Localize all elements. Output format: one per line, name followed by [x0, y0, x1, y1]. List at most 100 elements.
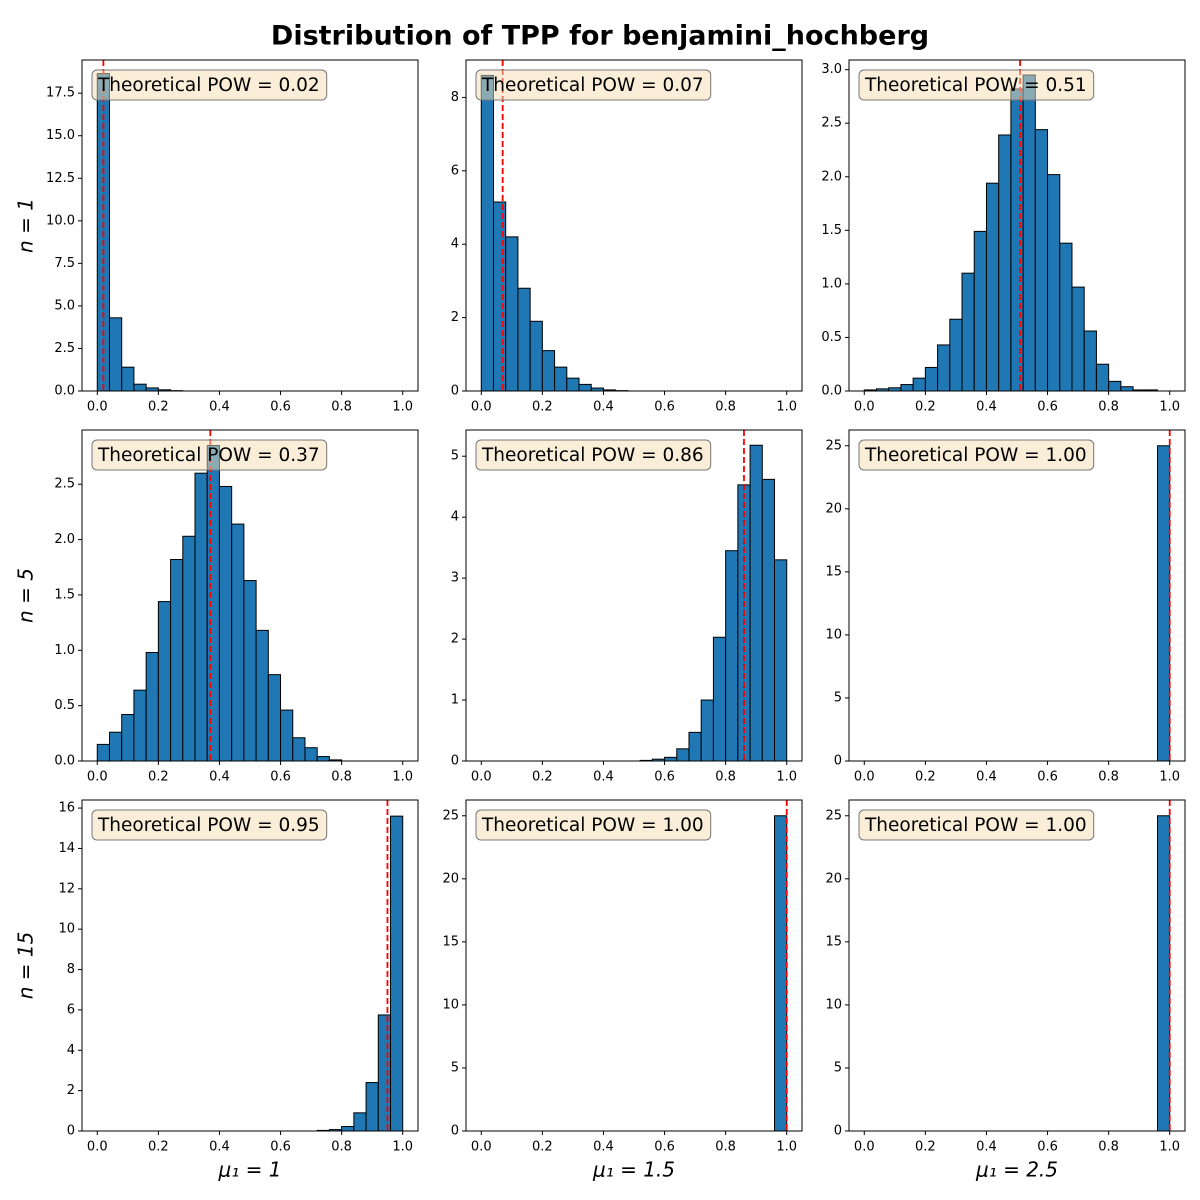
- y-tick-label: 0.0: [54, 754, 75, 769]
- y-tick-label: 10.0: [46, 213, 75, 228]
- bar: [194, 472, 208, 762]
- y-tick-label: 2: [451, 310, 459, 325]
- x-tick-label: 0.8: [715, 770, 736, 785]
- y-tick-label: 2.0: [54, 532, 75, 547]
- y-tick-label: 10: [825, 997, 842, 1012]
- bar: [688, 731, 702, 762]
- bar: [341, 1126, 355, 1132]
- x-tick-label: 1.0: [1159, 1140, 1180, 1155]
- annotation: Theoretical POW = 1.00: [864, 815, 1087, 836]
- y-tick-label: 20: [442, 871, 459, 886]
- y-tick-label: 4: [451, 237, 459, 252]
- bar: [578, 383, 592, 392]
- bar: [541, 350, 556, 392]
- x-tick-label: 0.8: [1098, 770, 1119, 785]
- bar: [1010, 88, 1024, 392]
- bar: [712, 636, 727, 762]
- x-tick-label: 0.0: [87, 1140, 108, 1155]
- bar: [664, 756, 678, 762]
- x-tick-label: 0.8: [331, 400, 352, 415]
- y-tick-label: 2.5: [54, 477, 75, 492]
- y-tick-label: 0.5: [821, 330, 842, 345]
- bar: [1083, 330, 1097, 392]
- x-tick-label: 0.0: [471, 400, 492, 415]
- x-tick-label: 0.0: [87, 770, 108, 785]
- y-tick-label: 1.5: [54, 587, 75, 602]
- x-tick-label: 0.6: [1037, 770, 1058, 785]
- y-tick-label: 0.0: [821, 384, 842, 399]
- annotation: Theoretical POW = 0.86: [481, 445, 704, 466]
- y-tick-label: 0.5: [54, 698, 75, 713]
- bar: [280, 709, 294, 762]
- x-axis-label: μ₁ = 2.5: [975, 1158, 1058, 1182]
- y-tick-label: 1.0: [54, 643, 75, 658]
- y-tick-label: 0: [834, 754, 842, 769]
- x-tick-label: 0.0: [471, 770, 492, 785]
- x-tick-label: 0.6: [1037, 400, 1058, 415]
- bar: [924, 366, 939, 392]
- bar: [1157, 815, 1171, 1132]
- annotation: Theoretical POW = 0.37: [97, 445, 320, 466]
- y-tick-label: 7.5: [54, 256, 75, 271]
- x-tick-label: 0.2: [915, 1140, 936, 1155]
- annotation-box: [475, 809, 712, 841]
- bar: [725, 550, 739, 762]
- x-tick-label: 0.2: [915, 770, 936, 785]
- annotation: Theoretical POW = 1.00: [481, 815, 704, 836]
- bar: [108, 731, 123, 762]
- y-tick-label: 10: [442, 997, 459, 1012]
- x-tick-label: 0.6: [270, 400, 291, 415]
- x-tick-label: 0.6: [654, 1140, 675, 1155]
- y-tick-label: 0.0: [54, 384, 75, 399]
- bar: [365, 1082, 379, 1132]
- y-tick-label: 5: [451, 449, 459, 464]
- y-tick-label: 12: [58, 881, 75, 896]
- bar: [1022, 74, 1036, 392]
- x-tick-label: 0.6: [270, 770, 291, 785]
- x-tick-label: 1.0: [1159, 770, 1180, 785]
- annotation-box: [475, 439, 712, 471]
- bar: [973, 230, 987, 392]
- axes-frame: [848, 799, 1186, 1132]
- axes-frame: [81, 429, 419, 762]
- x-tick-label: 0.4: [593, 1140, 614, 1155]
- y-tick-label: 2.0: [821, 169, 842, 184]
- y-tick-label: 25: [825, 438, 842, 453]
- bar: [1034, 129, 1049, 392]
- bar: [1157, 445, 1171, 762]
- x-tick-label: 0.6: [270, 1140, 291, 1155]
- y-tick-label: 8: [451, 90, 459, 105]
- x-tick-label: 0.8: [1098, 400, 1119, 415]
- y-tick-label: 1: [451, 693, 459, 708]
- x-tick-label: 0.8: [715, 1140, 736, 1155]
- x-tick-label: 0.8: [331, 770, 352, 785]
- annotation-box: [858, 809, 1095, 841]
- y-axis-label: n = 5: [14, 568, 38, 623]
- figure-title: Distribution of TPP for benjamini_hochbe…: [271, 21, 929, 52]
- y-tick-label: 20: [825, 871, 842, 886]
- x-tick-label: 0.0: [471, 1140, 492, 1155]
- annotation-box: [91, 809, 328, 841]
- annotation: Theoretical POW = 1.00: [864, 445, 1087, 466]
- bar: [937, 344, 951, 392]
- y-tick-label: 8: [67, 962, 75, 977]
- annotation: Theoretical POW = 0.95: [97, 815, 320, 836]
- annotation-box: [91, 439, 328, 471]
- axes-frame: [465, 429, 803, 762]
- bar: [206, 444, 220, 762]
- bar: [218, 485, 233, 762]
- bar: [1047, 174, 1061, 392]
- x-tick-label: 1.0: [776, 1140, 797, 1155]
- bar: [353, 1112, 367, 1132]
- axes-frame: [81, 799, 419, 1132]
- x-tick-label: 0.2: [915, 400, 936, 415]
- x-tick-label: 0.4: [593, 770, 614, 785]
- x-tick-label: 0.2: [532, 400, 553, 415]
- y-tick-label: 10: [825, 627, 842, 642]
- y-tick-label: 6: [451, 163, 459, 178]
- x-tick-label: 0.4: [209, 400, 230, 415]
- bar: [133, 689, 147, 762]
- y-tick-label: 15: [825, 934, 842, 949]
- bar: [566, 377, 580, 392]
